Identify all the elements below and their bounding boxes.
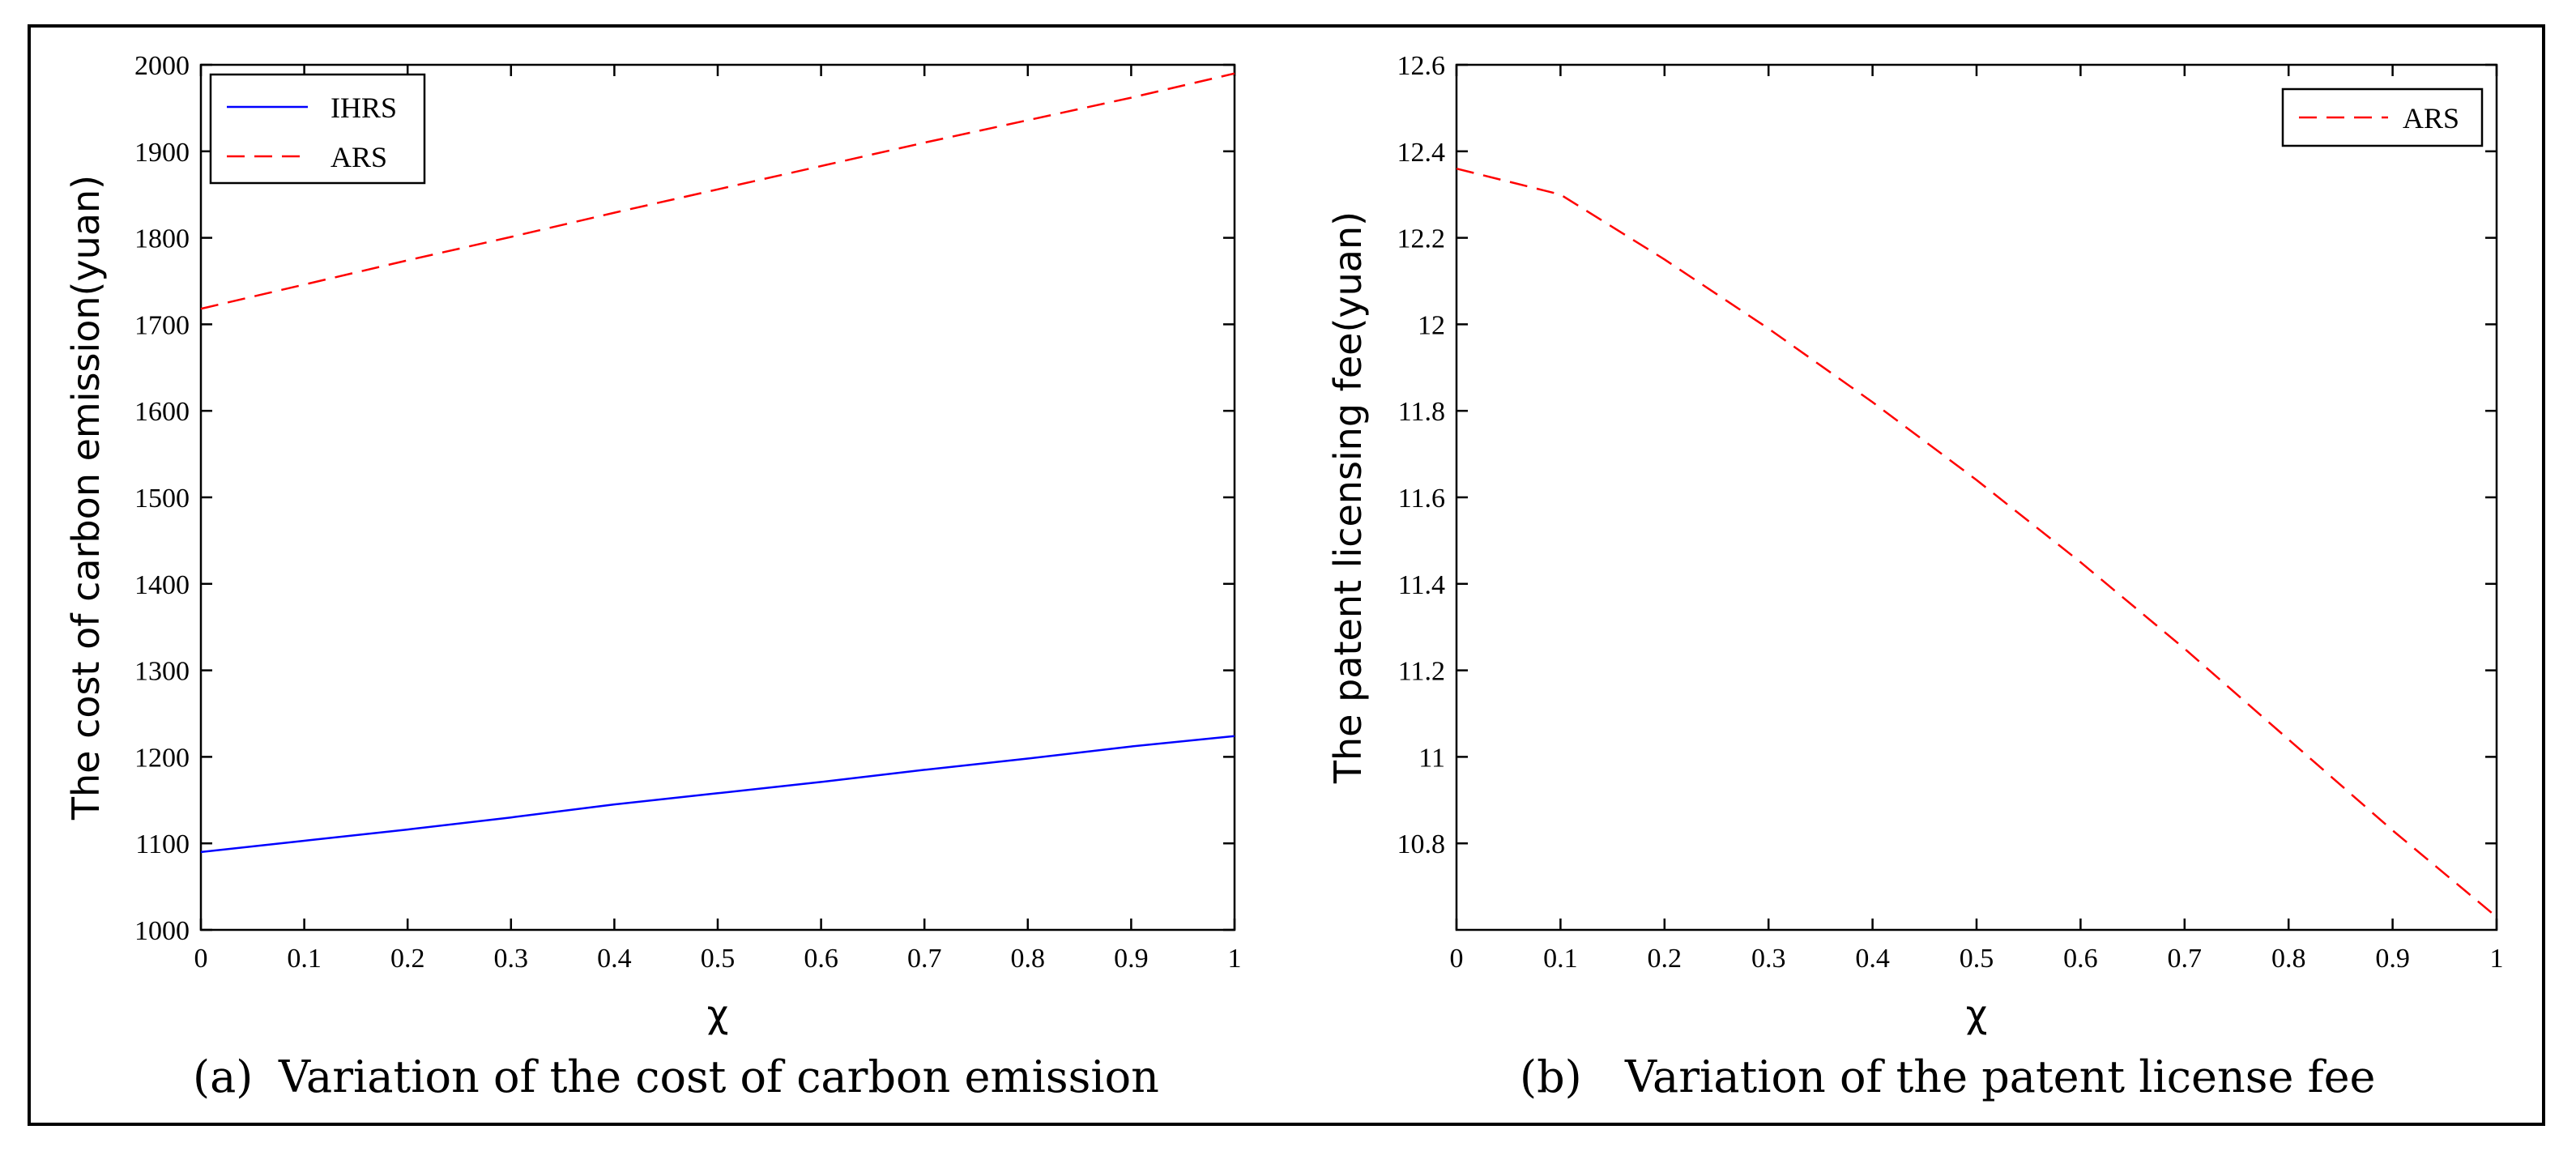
series-group-a: [200, 72, 1235, 854]
x-tick-label: 0.8: [1011, 944, 1046, 974]
x-tick-label: 0.4: [597, 944, 632, 974]
x-axis-ticks-b: 0 0.1 0.2 0.3 0.4 0.5 0.6 0.7 0.8 0.9 1: [1450, 65, 2504, 974]
y-tick-label: 1300: [134, 657, 190, 687]
x-axis-ticks-a: 0 0.1 0.2 0.3 0.4 0.5 0.6 0.7 0.8 0.9 1: [194, 65, 1242, 974]
x-tick-label: 0.8: [2271, 944, 2306, 974]
x-tick-label: 0.9: [1114, 944, 1149, 974]
series-line-ihrs: [200, 735, 1235, 854]
x-tick-label: 0.1: [1543, 944, 1578, 974]
y-axis-ticks-b: 10.8 11 11.2 11.4 11.6 11.8 12 12.2 12.4 12.6: [1397, 51, 2497, 859]
x-tick-label: 0.7: [907, 944, 942, 974]
caption-text-b: Variation of the patent license fee: [1624, 1051, 2376, 1102]
plot-area-b: [1455, 63, 2498, 931]
y-tick-label: 1200: [134, 743, 190, 773]
legend-label-ihrs: IHRS: [331, 92, 397, 124]
y-axis-label-a: The cost of carbon emission(yuan): [64, 175, 108, 821]
y-tick-label: 12.2: [1397, 224, 1446, 254]
y-tick-label: 12.6: [1397, 51, 1446, 81]
y-tick-label: 11: [1418, 743, 1445, 773]
caption-text-a: Variation of the cost of carbon emission: [278, 1051, 1159, 1102]
series-line-ars: [200, 72, 1235, 310]
y-axis-ticks-a: 1000 1100 1200 1300 1400 1500 1600 1700 1800 1900…: [134, 51, 1235, 946]
x-tick-label: 1: [1228, 944, 1242, 974]
legend-label-ars-a: ARS: [331, 141, 387, 173]
x-axis-label-a: χ: [707, 992, 729, 1036]
legend-a: IHRS ARS: [209, 73, 426, 185]
y-tick-label: 11.4: [1398, 570, 1445, 600]
y-tick-label: 11.2: [1398, 657, 1445, 687]
x-tick-label: 1: [2490, 944, 2504, 974]
y-tick-label: 12.4: [1397, 138, 1446, 168]
figure-frame: [28, 24, 2545, 1126]
x-tick-label: 0.1: [287, 944, 322, 974]
series-line-ars: [1456, 167, 2497, 918]
series-group-b: [1456, 167, 2497, 918]
y-tick-label: 1000: [134, 916, 190, 946]
legend-b: ARS: [2281, 87, 2484, 147]
x-tick-label: 0.7: [2168, 944, 2203, 974]
x-tick-label: 0.4: [1855, 944, 1890, 974]
y-tick-label: 1100: [135, 829, 190, 859]
caption-label-a: (a): [193, 1051, 253, 1102]
plot-area-a: [199, 63, 1236, 931]
x-tick-label: 0.3: [1751, 944, 1786, 974]
x-tick-label: 0: [194, 944, 208, 974]
legend-label-ars-b: ARS: [2403, 102, 2459, 134]
y-tick-label: 11.8: [1398, 397, 1445, 427]
x-tick-label: 0.2: [1648, 944, 1683, 974]
x-axis-label-b: χ: [1966, 992, 1988, 1036]
y-tick-label: 1800: [134, 224, 190, 254]
y-tick-label: 1400: [134, 570, 190, 600]
x-tick-label: 0.5: [701, 944, 736, 974]
y-tick-label: 1900: [134, 138, 190, 168]
y-tick-label: 1600: [134, 397, 190, 427]
y-tick-label: 11.6: [1398, 484, 1445, 514]
caption-label-b: (b): [1520, 1051, 1582, 1102]
y-axis-label-b: The patent licensing fee(yuan): [1326, 211, 1370, 784]
x-tick-label: 0.6: [804, 944, 838, 974]
chart-panel-a: 1000 1100 1200 1300 1400 1500 1600 1700 1800 1900…: [64, 51, 1242, 1102]
y-tick-label: 2000: [134, 51, 190, 81]
x-tick-label: 0: [1450, 944, 1464, 974]
x-tick-label: 0.3: [494, 944, 529, 974]
y-tick-label: 1700: [134, 310, 190, 340]
x-tick-label: 0.5: [1960, 944, 1994, 974]
x-tick-label: 0.6: [2063, 944, 2098, 974]
y-tick-label: 10.8: [1397, 829, 1446, 859]
x-tick-label: 0.9: [2375, 944, 2410, 974]
legend-box-a: [209, 73, 426, 185]
caption-b: (b) Variation of the patent license fee: [1520, 1051, 2376, 1102]
y-tick-label: 12: [1418, 310, 1445, 340]
y-tick-label: 1500: [134, 484, 190, 514]
x-tick-label: 0.2: [390, 944, 425, 974]
caption-a: (a) Variation of the cost of carbon emis…: [193, 1051, 1159, 1102]
